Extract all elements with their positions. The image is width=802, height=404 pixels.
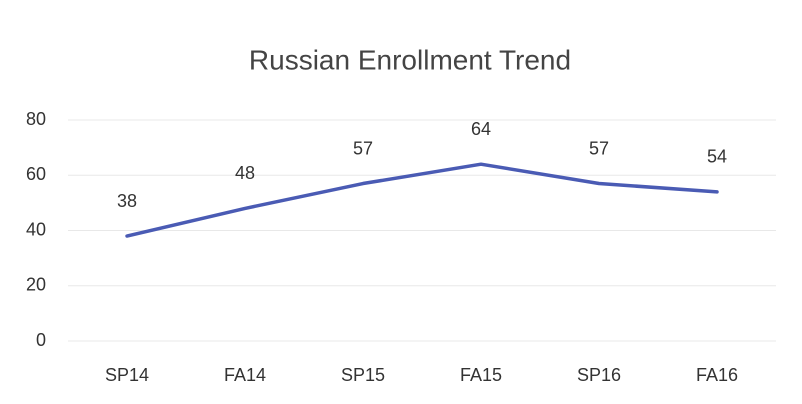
data-label: 57	[353, 138, 373, 158]
line	[125, 162, 719, 238]
x-tick-label: SP15	[341, 365, 385, 385]
data-label: 54	[707, 147, 727, 167]
data-label: 64	[471, 119, 491, 139]
y-tick-label: 40	[26, 219, 46, 239]
x-tick-label: SP14	[105, 365, 149, 385]
data-label: 38	[117, 191, 137, 211]
x-tick-label: SP16	[577, 365, 621, 385]
data-label: 48	[235, 163, 255, 183]
data-label: 57	[589, 138, 609, 158]
chart-title: Russian Enrollment Trend	[249, 44, 571, 75]
y-tick-label: 60	[26, 164, 46, 184]
x-tick-label: FA14	[224, 365, 266, 385]
y-tick-label: 0	[36, 330, 46, 350]
x-tick-label: FA16	[696, 365, 738, 385]
x-tick-label: FA15	[460, 365, 502, 385]
y-tick-label: 20	[26, 275, 46, 295]
y-tick-label: 80	[26, 109, 46, 129]
